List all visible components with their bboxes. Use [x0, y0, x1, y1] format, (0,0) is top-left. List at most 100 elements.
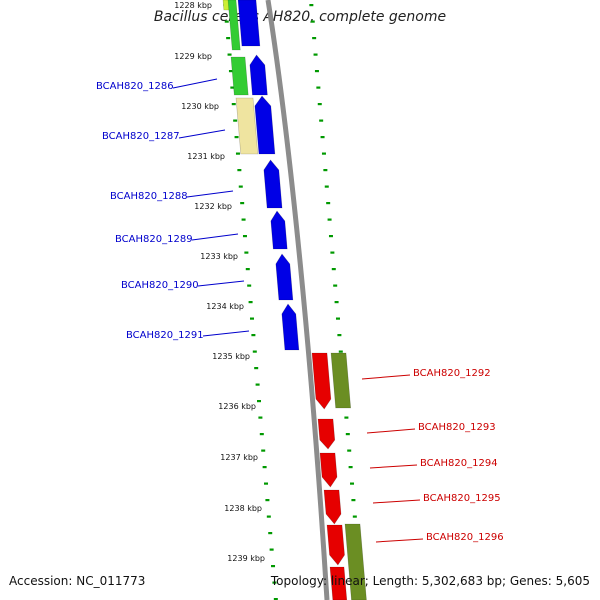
guide-dot	[264, 482, 269, 485]
guide-dot	[238, 185, 243, 188]
guide-dot	[245, 268, 250, 271]
guide-dot	[241, 218, 246, 221]
gene-arrow-reverse-partial	[329, 566, 348, 600]
guide-dot	[344, 416, 349, 419]
gene-label-leader	[375, 538, 424, 543]
guide-dot	[334, 301, 339, 304]
gene-label-leader	[366, 428, 416, 434]
guide-dot	[257, 400, 261, 403]
ruler-tick-label: 1230 kbp	[181, 102, 219, 111]
guide-dot	[254, 367, 259, 370]
guide-dot	[313, 53, 318, 56]
gene-label-leader	[202, 330, 250, 337]
gene-arrow-forward[interactable]	[275, 253, 294, 301]
guide-dot	[309, 4, 314, 7]
gene-arrow-forward[interactable]	[281, 303, 300, 351]
gene-arrow-reverse[interactable]	[323, 489, 342, 525]
guide-dot	[226, 37, 231, 40]
guide-dot	[259, 433, 264, 436]
guide-dot	[328, 235, 333, 238]
gene-arrow-forward[interactable]	[263, 159, 283, 209]
guide-dot	[227, 53, 232, 56]
ruler-tick-label: 1239 kbp	[227, 554, 265, 563]
guide-dot	[258, 416, 263, 419]
gene-arrow-reverse[interactable]	[311, 352, 332, 410]
guide-dot	[352, 515, 357, 518]
guide-dot	[237, 169, 242, 172]
guide-dot	[330, 251, 335, 254]
guide-dot	[242, 235, 247, 238]
guide-dot	[233, 119, 238, 122]
guide-dot	[249, 317, 254, 320]
guide-dot	[345, 433, 350, 436]
ruler-tick-label: 1229 kbp	[174, 52, 212, 61]
gene-label-forward[interactable]: BCAH820_1290	[121, 280, 199, 291]
gene-label-forward[interactable]: BCAH820_1286	[96, 81, 174, 92]
gene-label-reverse[interactable]: BCAH820_1294	[420, 458, 498, 469]
gene-label-forward[interactable]: BCAH820_1289	[115, 234, 193, 245]
guide-dot	[244, 251, 249, 254]
guide-dot	[273, 598, 278, 600]
guide-dot	[323, 169, 328, 172]
guide-dot	[252, 350, 257, 353]
gene-label-leader	[197, 280, 245, 287]
ruler-tick-label: 1234 kbp	[206, 302, 244, 311]
feature-box-olive	[344, 523, 367, 600]
guide-dot	[314, 70, 319, 73]
guide-dot	[230, 86, 235, 89]
partial-feature-green	[227, 0, 241, 51]
guide-dot	[255, 383, 260, 386]
gene-label-forward[interactable]: BCAH820_1291	[126, 330, 204, 341]
gene-label-reverse[interactable]: BCAH820_1292	[413, 368, 491, 379]
ruler-tick-label: 1232 kbp	[194, 202, 232, 211]
guide-dot	[272, 581, 277, 584]
guide-dot	[234, 136, 239, 139]
guide-dot	[324, 185, 329, 188]
ruler-tick-label: 1228 kbp	[174, 1, 212, 10]
gene-arrow-forward[interactable]	[249, 54, 268, 96]
gene-label-leader	[172, 78, 218, 89]
ruler-tick-label: 1238 kbp	[224, 504, 262, 513]
guide-dot	[327, 218, 332, 221]
guide-dot	[347, 449, 352, 452]
genome-stats-label: Topology: linear; Length: 5,302,683 bp; …	[270, 574, 590, 588]
guide-dot	[235, 152, 240, 155]
ruler-tick-label: 1237 kbp	[220, 453, 258, 462]
guide-dot	[248, 301, 253, 304]
gene-arrow-forward[interactable]	[270, 210, 288, 250]
gene-label-leader	[361, 374, 411, 380]
partial-gene-forward	[237, 0, 261, 47]
gene-label-reverse[interactable]: BCAH820_1295	[423, 493, 501, 504]
guide-dot	[251, 334, 256, 337]
feature-box-yellow	[235, 97, 259, 155]
gene-label-reverse[interactable]: BCAH820_1296	[426, 532, 504, 543]
guide-dot	[331, 268, 336, 271]
guide-dot	[319, 119, 324, 122]
guide-dot	[316, 86, 321, 89]
guide-dot	[312, 37, 317, 40]
guide-dot	[266, 515, 271, 518]
gene-label-reverse[interactable]: BCAH820_1293	[418, 422, 496, 433]
guide-dot	[240, 202, 245, 205]
feature-box-olive	[330, 352, 352, 409]
gene-arrow-forward[interactable]	[254, 95, 276, 155]
gene-arrow-reverse[interactable]	[317, 418, 336, 450]
gene-arrow-reverse[interactable]	[326, 524, 345, 566]
gene-label-leader	[369, 464, 418, 469]
guide-dot	[231, 103, 236, 106]
guide-dot	[337, 334, 342, 337]
guide-dot	[338, 350, 343, 353]
ruler-tick-label: 1235 kbp	[212, 352, 250, 361]
gene-label-forward[interactable]: BCAH820_1288	[110, 191, 188, 202]
guide-dot	[333, 284, 338, 287]
gene-label-leader	[178, 129, 226, 139]
gene-label-leader	[191, 233, 239, 241]
guide-dot	[350, 482, 355, 485]
gene-label-leader	[186, 190, 234, 198]
gene-arrow-reverse[interactable]	[319, 452, 338, 488]
guide-dot	[247, 284, 252, 287]
genome-backbone	[265, 0, 330, 600]
gene-label-forward[interactable]: BCAH820_1287	[102, 131, 180, 142]
guide-dot	[228, 70, 233, 73]
